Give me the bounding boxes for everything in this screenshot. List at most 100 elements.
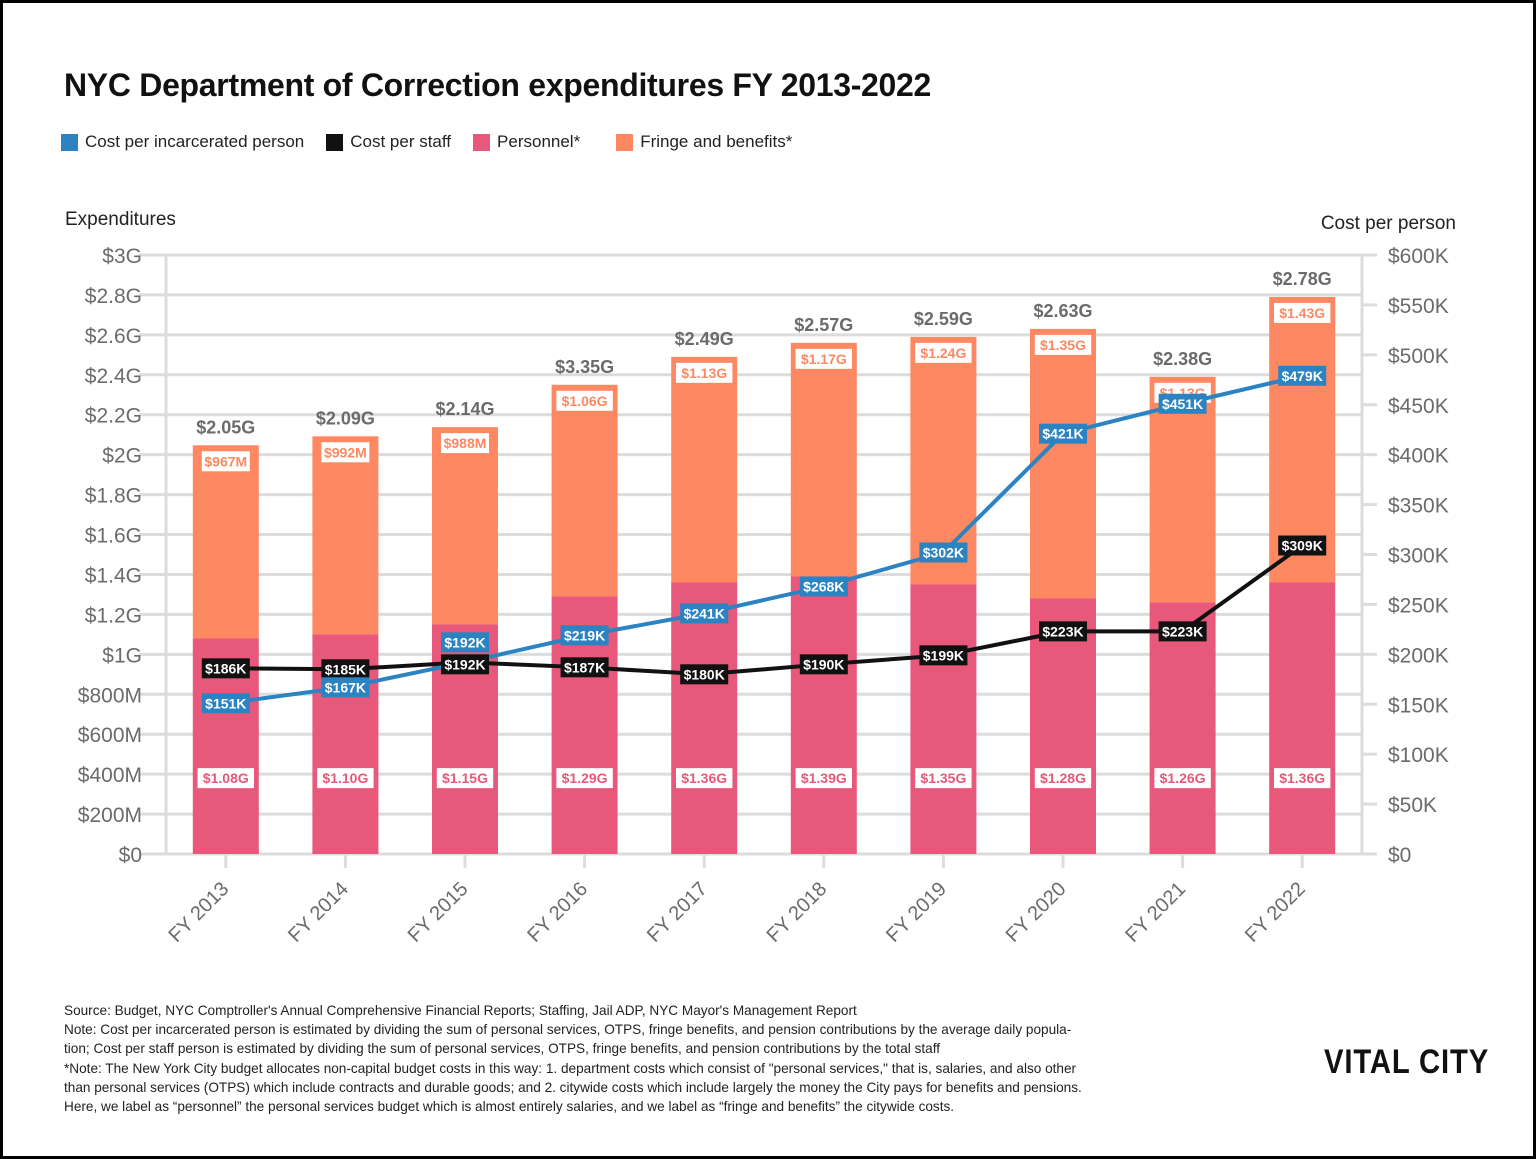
cost-per-incarcerated-label: $302K	[919, 542, 968, 563]
cost-per-staff-label-bg	[919, 645, 968, 666]
cost-per-incarcerated-label: $192K	[441, 632, 489, 653]
right-tick-label: $200K	[1388, 644, 1449, 667]
personnel-value-label: $1.08G	[197, 768, 254, 789]
personnel-value-label: $1.28G	[1034, 768, 1092, 789]
right-tick-label: $350K	[1388, 495, 1449, 518]
cost-per-staff-label-text: $309K	[1282, 538, 1323, 554]
fringe-value-label-bg	[795, 348, 852, 369]
fringe-value-label: $992M	[321, 442, 370, 463]
cost-per-incarcerated-label: $167K	[321, 677, 370, 698]
cost-per-incarcerated-label-text: $479K	[1282, 368, 1323, 384]
total-value-label: $2.78G	[1273, 269, 1332, 289]
cost-per-staff-label: $180K	[680, 664, 729, 685]
left-tick-label: $800M	[78, 684, 142, 707]
cost-per-staff-label-text: $190K	[803, 656, 844, 672]
fringe-value-label-text: $992M	[324, 444, 367, 460]
total-value-label: $2.05G	[196, 417, 255, 437]
fringe-value-label: $967M	[201, 451, 250, 472]
personnel-value-label-bg	[556, 768, 613, 789]
cost-per-staff-label: $190K	[799, 654, 848, 675]
fringe-value-label-bg	[1274, 302, 1331, 323]
personnel-value-label-bg	[1154, 768, 1211, 789]
cost-per-staff-label-text: $180K	[684, 666, 725, 682]
fringe-value-label-text: $988M	[444, 435, 487, 451]
cost-per-staff-label-bg	[1158, 621, 1207, 642]
x-tick-label: FY 2018	[763, 878, 832, 947]
bar-fringe	[790, 342, 857, 577]
fringe-value-label: $1.06G	[556, 390, 613, 411]
cost-per-incarcerated-label: $241K	[680, 603, 729, 624]
personnel-value-label-text: $1.36G	[1279, 770, 1325, 786]
vital-city-logo: VITAL CITY	[1324, 1043, 1490, 1081]
bar-personnel	[790, 576, 857, 854]
personnel-value-label-bg	[1034, 768, 1092, 789]
left-tick-label: $1.2G	[85, 604, 142, 627]
legend-swatch-black-icon	[326, 133, 344, 151]
right-tick-label: $300K	[1388, 545, 1449, 568]
personnel-value-label-text: $1.39G	[801, 770, 847, 786]
cost-per-incarcerated-label-text: $421K	[1042, 426, 1083, 442]
fringe-value-label: $1.13G	[676, 362, 733, 383]
right-tick-label: $250K	[1388, 594, 1449, 617]
bar-fringe	[1269, 296, 1336, 583]
total-value-label: $2.57G	[794, 315, 853, 335]
left-tick-label: $1.6G	[85, 525, 142, 548]
right-tick-label: $0	[1388, 844, 1411, 867]
cost-per-staff-label-bg	[1039, 621, 1087, 642]
cost-per-incarcerated-label-bg	[1158, 393, 1207, 414]
cost-per-incarcerated-label-text: $219K	[564, 627, 605, 643]
cost-per-incarcerated-label-bg	[201, 693, 250, 714]
personnel-value-label: $1.35G	[915, 768, 972, 789]
total-value-label: $2.59G	[914, 309, 973, 329]
fringe-value-label-text: $1.06G	[562, 393, 608, 409]
cost-per-staff-label-bg	[441, 654, 489, 675]
legend-label: Cost per incarcerated person	[85, 132, 305, 151]
cost-per-incarcerated-label-bg	[799, 576, 848, 597]
left-tick-label: $200M	[78, 804, 142, 827]
total-value-label: $2.38G	[1153, 349, 1212, 369]
fringe-value-label-bg	[1034, 334, 1092, 355]
left-tick-label: $1G	[102, 644, 142, 667]
personnel-value-label-text: $1.15G	[442, 770, 488, 786]
cost-per-incarcerated-label-bg	[321, 677, 370, 698]
chart-title: NYC Department of Correction expenditure…	[64, 67, 932, 103]
line-cost-per-staff	[225, 543, 1304, 677]
chart-plot: $0 $200M $400M $600M $800M $1G $1.2G $1.4G $1.6G…	[78, 245, 1449, 947]
cost-per-staff-label: $186K	[201, 658, 250, 679]
cost-per-incarcerated-label-text: $302K	[923, 545, 964, 561]
cost-per-incarcerated-label-text: $451K	[1162, 396, 1203, 412]
cost-per-staff-label-bg	[680, 664, 729, 685]
cost-per-incarcerated-label-bg	[441, 632, 489, 653]
cost-per-staff-label-text: $192K	[444, 656, 485, 672]
cost-per-incarcerated-label-bg	[1278, 365, 1327, 386]
fringe-value-label-bg	[321, 442, 370, 463]
cost-per-incarcerated-label-text: $151K	[205, 695, 246, 711]
fringe-value-label-bg	[201, 451, 250, 472]
cost-per-staff-label-bg	[201, 658, 250, 679]
line-cost-per-incarcerated	[225, 373, 1303, 706]
fringe-value-label-text: $1.24G	[920, 345, 966, 361]
x-tick-label: FY 2021	[1121, 878, 1190, 947]
cost-per-staff-label-text: $223K	[1042, 623, 1083, 639]
legend-swatch-orange-icon	[616, 133, 634, 151]
total-value-label: $2.09G	[316, 408, 375, 428]
bar-fringe	[1149, 376, 1216, 603]
right-axis-title: Cost per person	[1320, 213, 1456, 234]
cost-per-incarcerated-label-text: $268K	[803, 578, 844, 594]
left-tick-label: $0	[119, 844, 142, 867]
legend-item-personnel: Personnel*	[473, 132, 580, 152]
personnel-value-label: $1.29G	[556, 768, 613, 789]
budget-note-line-2: than personal services (OTPS) which incl…	[64, 1079, 1082, 1095]
legend-item-fringe: Fringe and benefits*	[616, 132, 792, 152]
right-tick-label: $450K	[1388, 395, 1449, 418]
left-tick-label: $600M	[78, 724, 142, 747]
cost-per-staff-label: $199K	[919, 645, 968, 666]
x-tick-label: FY 2020	[1002, 878, 1071, 947]
cost-per-incarcerated-label: $421K	[1039, 423, 1087, 444]
personnel-value-label-text: $1.10G	[322, 770, 368, 786]
personnel-value-label: $1.36G	[676, 768, 733, 789]
fringe-value-label-text: $967M	[204, 453, 247, 469]
bar-personnel	[1269, 582, 1336, 854]
personnel-value-label-bg	[915, 768, 972, 789]
legend-item-cost-per-staff: Cost per staff	[326, 132, 451, 152]
